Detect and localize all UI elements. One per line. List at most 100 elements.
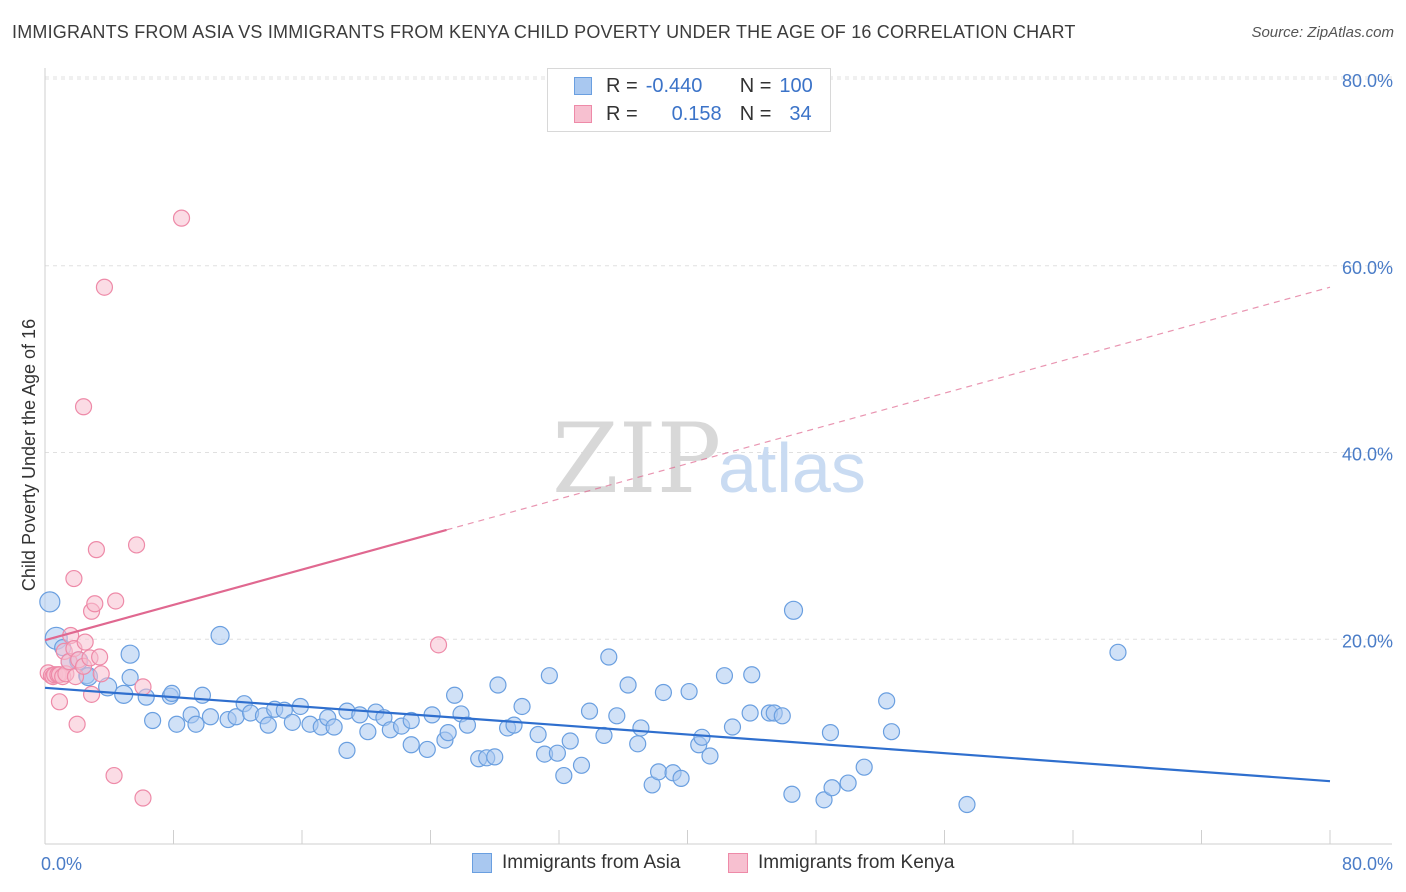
watermark: ZIP atlas bbox=[552, 403, 866, 515]
x-tick-label-1: 80.0% bbox=[1342, 854, 1393, 874]
asia-point-91 bbox=[815, 791, 833, 809]
source-label: Source: ZipAtlas.com bbox=[1251, 24, 1394, 41]
asia-point-48 bbox=[439, 724, 457, 742]
asia-r-label: R = bbox=[606, 74, 638, 97]
kenya-trend-line bbox=[44, 528, 447, 642]
kenya-point-21 bbox=[74, 398, 93, 416]
legend-asia-label: Immigrants from Asia bbox=[502, 852, 681, 873]
asia-point-38 bbox=[359, 723, 377, 741]
kenya-point-22 bbox=[86, 595, 104, 613]
kenya-point-19 bbox=[82, 685, 101, 703]
asia-point-74 bbox=[649, 763, 668, 781]
grid-lines bbox=[45, 76, 1392, 640]
asia-point-44 bbox=[402, 711, 420, 730]
kenya-swatch bbox=[574, 105, 592, 123]
kenya-point-34 bbox=[429, 636, 448, 654]
tick-labels: 20.0% 40.0% 60.0% 80.0% 0.0% 80.0% bbox=[41, 71, 1393, 874]
asia-point-93 bbox=[823, 779, 841, 797]
y-tick-label-2: 60.0% bbox=[1342, 258, 1393, 278]
asia-point-36 bbox=[338, 741, 356, 759]
asia-point-62 bbox=[548, 744, 566, 762]
legend-item-asia: Immigrants from Asia bbox=[472, 852, 680, 874]
asia-point-18 bbox=[193, 686, 212, 704]
asia-point-63 bbox=[555, 766, 573, 785]
asia-point-57 bbox=[505, 716, 523, 734]
legend-item-kenya: Immigrants from Kenya bbox=[728, 852, 954, 874]
asia-trend-line bbox=[44, 686, 1331, 783]
asia-point-98 bbox=[958, 795, 976, 814]
asia-swatch bbox=[574, 77, 592, 95]
data-points bbox=[39, 209, 1127, 814]
asia-r-value: -0.440 bbox=[645, 74, 703, 97]
chart-title: IMMIGRANTS FROM ASIA VS IMMIGRANTS FROM … bbox=[12, 22, 1076, 42]
asia-point-92 bbox=[821, 724, 840, 742]
asia-point-78 bbox=[680, 682, 698, 701]
asia-point-97 bbox=[882, 723, 901, 741]
asia-point-20 bbox=[210, 625, 230, 646]
kenya-point-27 bbox=[95, 278, 114, 296]
asia-point-43 bbox=[402, 736, 420, 754]
asia-point-29 bbox=[283, 713, 301, 731]
kenya-point-28 bbox=[107, 592, 125, 610]
kenya-point-23 bbox=[87, 541, 106, 559]
asia-point-75 bbox=[654, 683, 673, 702]
kenya-point-14 bbox=[68, 715, 86, 733]
legend-row-kenya: R = 0.158 N = 34 bbox=[574, 101, 812, 127]
asia-point-85 bbox=[743, 666, 761, 684]
kenya-n-label: N = bbox=[739, 102, 772, 125]
legend-kenya-swatch bbox=[728, 853, 748, 873]
asia-point-72 bbox=[632, 719, 650, 737]
asia-point-9 bbox=[120, 644, 140, 664]
asia-point-90 bbox=[783, 600, 804, 620]
kenya-point-30 bbox=[127, 536, 146, 554]
asia-point-88 bbox=[773, 707, 791, 725]
asia-point-82 bbox=[715, 667, 734, 685]
kenya-point-25 bbox=[92, 665, 110, 683]
asia-point-12 bbox=[144, 711, 162, 730]
asia-point-49 bbox=[445, 686, 464, 704]
asia-point-14 bbox=[163, 684, 181, 703]
asia-point-0 bbox=[39, 591, 61, 613]
y-tick-label-3: 80.0% bbox=[1342, 71, 1393, 91]
kenya-point-24 bbox=[91, 648, 109, 666]
asia-point-61 bbox=[540, 667, 558, 685]
x-tick-label-0: 0.0% bbox=[41, 854, 82, 874]
kenya-n-value: 34 bbox=[789, 102, 812, 125]
asia-point-89 bbox=[783, 785, 801, 803]
asia-point-17 bbox=[187, 715, 205, 733]
legend-row-asia: R = -0.440 N = 100 bbox=[574, 73, 813, 99]
kenya-point-33 bbox=[172, 209, 191, 227]
y-axis-label: Child Poverty Under the Age of 16 bbox=[19, 319, 39, 591]
asia-point-15 bbox=[168, 715, 186, 733]
asia-point-26 bbox=[259, 716, 277, 734]
asia-point-95 bbox=[855, 758, 873, 776]
y-tick-label-1: 40.0% bbox=[1342, 445, 1393, 465]
asia-point-99 bbox=[1109, 643, 1127, 661]
asia-point-55 bbox=[489, 676, 507, 694]
asia-point-81 bbox=[701, 747, 719, 765]
asia-point-59 bbox=[529, 725, 547, 744]
kenya-point-31 bbox=[134, 678, 152, 696]
asia-point-84 bbox=[741, 704, 759, 722]
asia-point-68 bbox=[600, 648, 618, 666]
asia-point-58 bbox=[513, 697, 531, 716]
asia-point-94 bbox=[839, 774, 857, 792]
asia-n-label: N = bbox=[739, 74, 772, 97]
asia-point-64 bbox=[561, 732, 579, 750]
kenya-r-value: 0.158 bbox=[671, 102, 722, 125]
series-legend: Immigrants from Asia Immigrants from Ken… bbox=[0, 850, 1406, 880]
asia-point-19 bbox=[201, 708, 220, 726]
asia-point-65 bbox=[572, 756, 591, 774]
kenya-point-17 bbox=[76, 633, 94, 651]
axes bbox=[44, 68, 1392, 845]
kenya-point-32 bbox=[134, 789, 152, 807]
kenya-trend-line-extrapolated bbox=[446, 286, 1331, 531]
asia-point-70 bbox=[619, 676, 637, 694]
asia-point-51 bbox=[458, 716, 477, 734]
legend-kenya-label: Immigrants from Kenya bbox=[758, 852, 955, 873]
asia-point-77 bbox=[672, 769, 690, 787]
correlation-legend: R = -0.440 N = 100 R = 0.158 N = 34 bbox=[547, 68, 831, 132]
y-tick-label-0: 20.0% bbox=[1342, 631, 1393, 651]
asia-point-66 bbox=[580, 702, 599, 720]
